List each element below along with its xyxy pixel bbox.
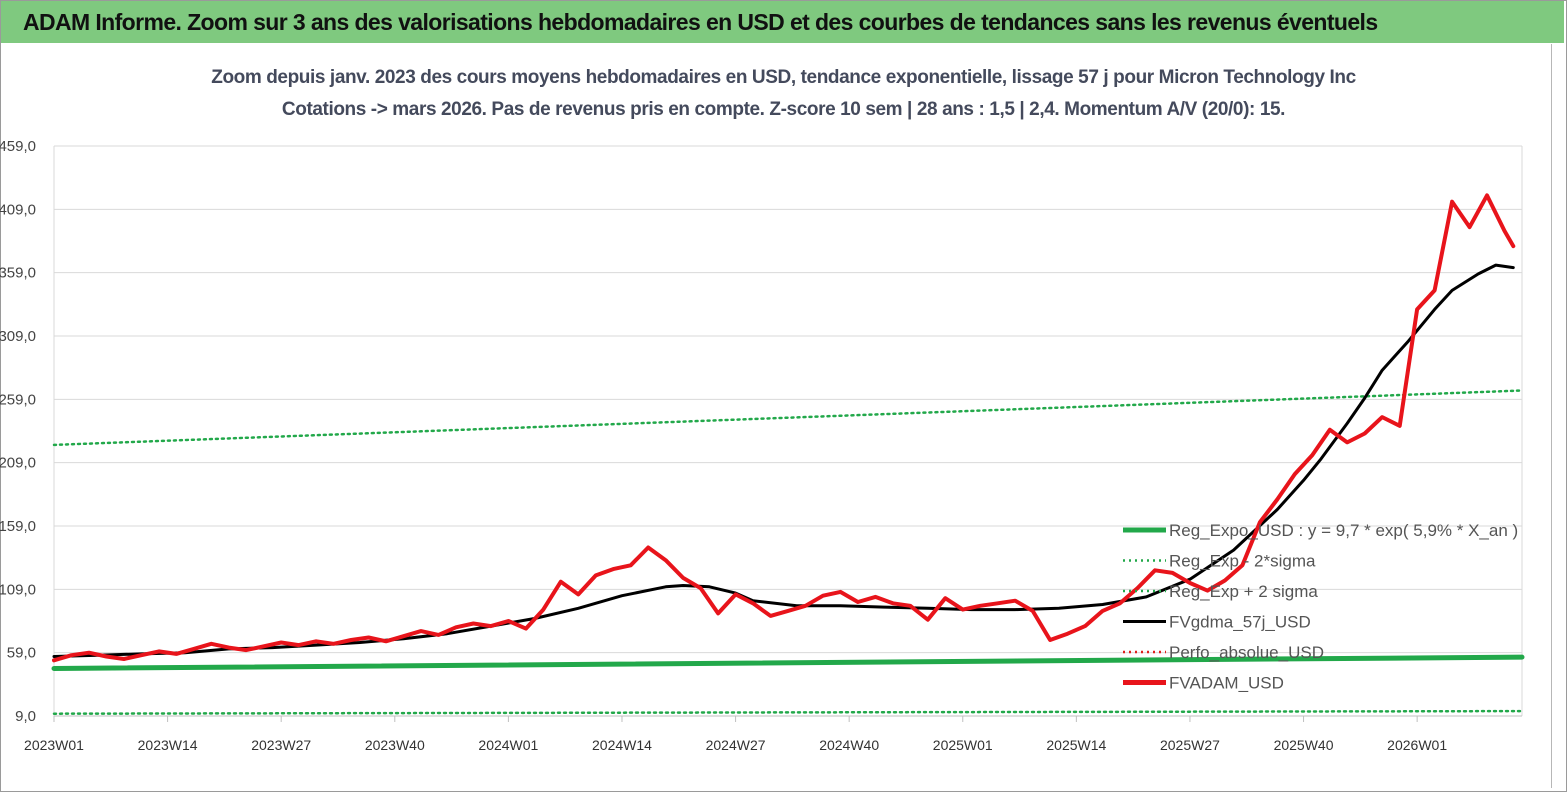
legend-label: Reg_Expo_USD : y = 9,7 * exp( 5,9% * X_a… [1169,521,1518,540]
y-tick-label: 309,0 [0,328,36,345]
legend-label: Reg_Exp + 2 sigma [1169,582,1318,601]
series-line [51,654,1525,671]
title-banner: ADAM Informe. Zoom sur 3 ans des valoris… [1,1,1564,43]
legend-label: Perfo_absolue_USD [1169,643,1324,662]
x-tick-label: 2025W14 [1046,737,1106,753]
y-tick-label: 459,0 [0,138,36,155]
banner-title: ADAM Informe. Zoom sur 3 ans des valoris… [23,9,1378,35]
y-tick-label: 159,0 [0,518,36,535]
series-line [52,709,1524,715]
x-tick-label: 2025W27 [1160,737,1220,753]
x-tick-label: 2024W14 [592,737,652,753]
x-tick-label: 2025W01 [933,737,993,753]
y-tick-label: 409,0 [0,201,36,218]
y-tick-label: 109,0 [0,581,36,598]
legend-label: Reg_Exp - 2*sigma [1169,552,1316,571]
series-line [52,193,1516,663]
right-border [1551,44,1566,788]
y-tick-label: 359,0 [0,265,36,282]
x-tick-label: 2024W27 [706,737,766,753]
y-tick-label: 9,0 [15,708,36,725]
x-tick-label: 2023W14 [138,737,198,753]
chart-title-line2: Cotations -> mars 2026. Pas de revenus p… [281,99,1286,120]
x-tick-label: 2023W40 [365,737,425,753]
chart-title-line1: Zoom depuis janv. 2023 des cours moyens … [211,67,1356,88]
legend-label: FVADAM_USD [1169,674,1284,693]
series-line [52,263,1515,658]
legend-label: FVgdma_57j_USD [1169,613,1311,632]
y-tick-label: 59,0 [7,645,36,662]
x-tick-label: 2024W01 [478,737,538,753]
x-tick-label: 2023W27 [251,737,311,753]
x-tick-label: 2026W01 [1387,737,1447,753]
x-tick-label: 2023W01 [24,737,84,753]
x-tick-label: 2024W40 [819,737,879,753]
x-tick-label: 2025W40 [1274,737,1334,753]
y-tick-label: 259,0 [0,391,36,408]
y-tick-label: 209,0 [0,455,36,472]
series-line [52,389,1524,447]
